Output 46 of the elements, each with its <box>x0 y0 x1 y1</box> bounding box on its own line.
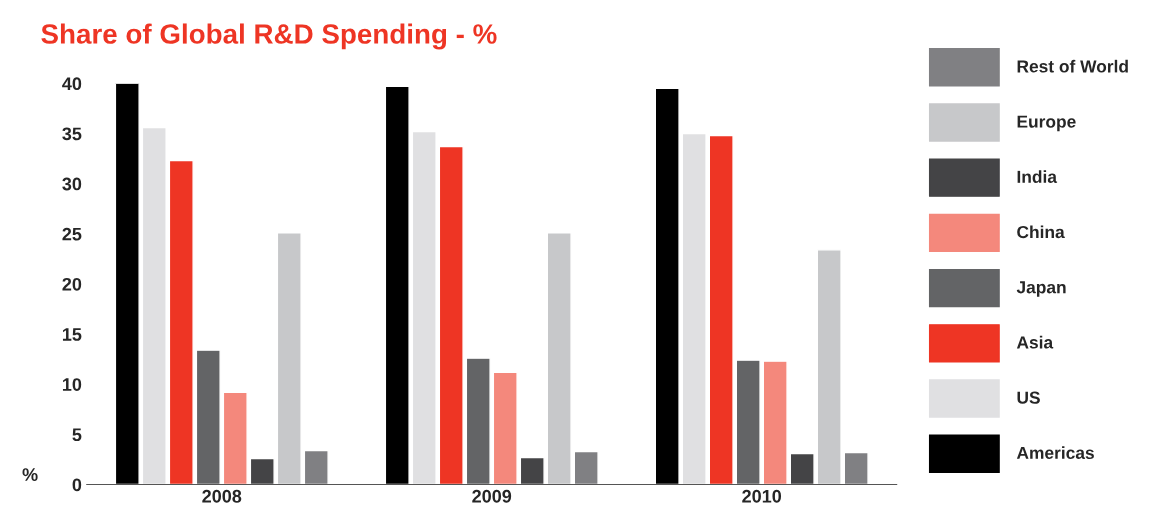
y-tick-label: 25 <box>62 227 82 241</box>
legend-label: Europe <box>1017 115 1076 132</box>
bar <box>465 357 491 485</box>
bar <box>843 451 869 485</box>
bar <box>249 457 275 485</box>
bar <box>168 159 194 485</box>
bar <box>519 456 545 485</box>
x-tick-label: 2010 <box>742 489 782 503</box>
y-tick-label: 30 <box>62 177 82 191</box>
legend-label: US <box>1017 391 1040 404</box>
bar <box>384 85 410 485</box>
bar <box>735 359 761 485</box>
y-tick-label: 5 <box>72 428 82 442</box>
bar <box>276 232 302 485</box>
bar <box>816 249 842 485</box>
y-tick-label: 0 <box>72 478 82 492</box>
y-tick-label: 10 <box>62 378 82 391</box>
bar <box>303 449 329 485</box>
legend-label: Japan <box>1016 281 1066 297</box>
bar <box>681 132 707 485</box>
bar <box>762 360 788 485</box>
bar <box>195 349 221 485</box>
bar <box>492 371 518 485</box>
bar <box>654 87 680 485</box>
legend-label: China <box>1017 225 1065 239</box>
y-axis-title: % <box>22 468 38 481</box>
legend-label: Asia <box>1016 335 1054 349</box>
bar <box>438 145 464 485</box>
x-tick-label: 2009 <box>472 489 512 503</box>
bar <box>411 130 437 485</box>
bar <box>546 232 572 485</box>
y-tick-label: 20 <box>62 277 82 291</box>
bar <box>708 134 734 485</box>
legend-label: Americas <box>1016 446 1094 460</box>
legend-label: Rest of World <box>1017 59 1128 73</box>
y-tick-label: 40 <box>62 77 82 91</box>
bar <box>573 450 599 485</box>
bar <box>222 391 248 485</box>
x-tick-label: 2008 <box>202 489 242 503</box>
bar <box>114 83 140 485</box>
bar <box>141 126 167 485</box>
y-tick-label: 35 <box>62 127 82 141</box>
chart-title: Share of Global R&D Spending - % <box>41 23 497 50</box>
y-tick-label: 15 <box>62 328 82 341</box>
bar <box>789 452 815 485</box>
legend-label: India <box>1017 170 1058 183</box>
